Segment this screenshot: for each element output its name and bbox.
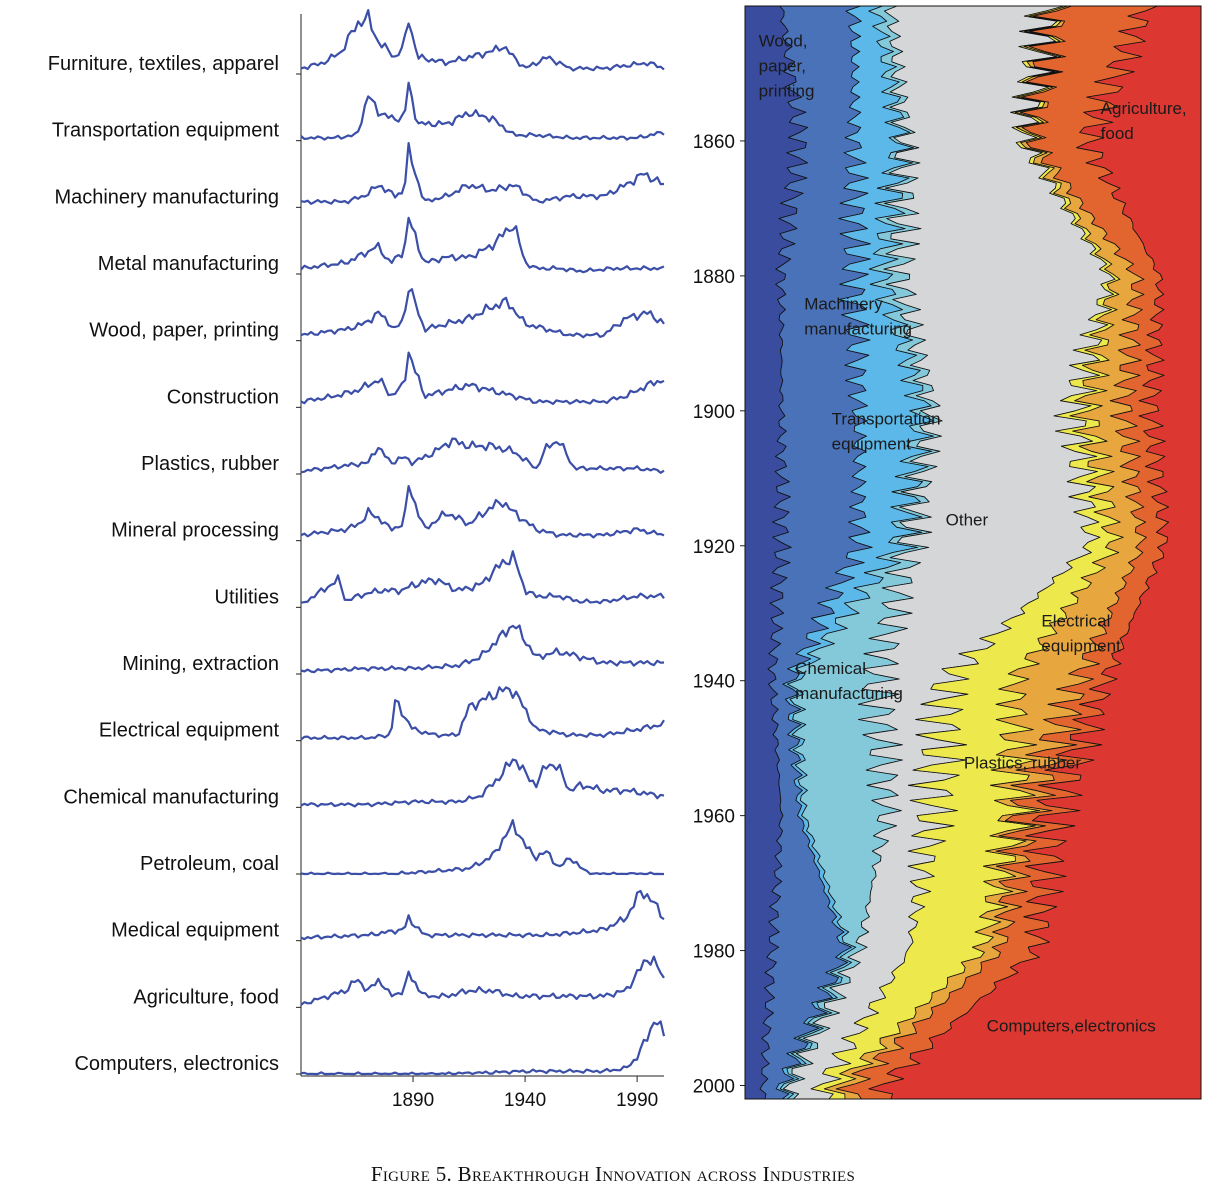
series-label-transportation-equipment: Transportation equipment [52,120,280,142]
series-line-plastics-rubber [300,437,665,474]
y-tick-label-1960: 1960 [693,807,735,828]
y-tick-label-1880: 1880 [693,267,735,288]
annotation-line: Machinery [804,295,883,314]
series-line-mining-extraction [300,624,665,674]
y-tick-label-1900: 1900 [693,402,735,423]
annotation-line: manufacturing [804,320,912,339]
series-line-mineral-processing [300,485,665,539]
annotation-line: equipment [832,434,912,453]
y-tick-label-1920: 1920 [693,537,735,558]
annotation-electrical-equipment: Electrical equipment [1041,612,1121,656]
series-label-electrical-equipment: Electrical equipment [99,720,280,742]
x-tick-label-1940: 1940 [504,1090,546,1111]
annotation-machinery-manufacturing: Machinery manufacturing [804,295,912,339]
series-line-furniture-textiles-apparel [300,9,665,72]
series-label-agriculture-food: Agriculture, food [133,986,279,1008]
series-line-computers-electronics [300,1020,666,1076]
stacked-area-chart: 1860 1880 1900 1920 1940 1960 1980 2000 Wood, pap… [693,5,1202,1100]
series-line-construction [300,351,665,405]
plot-frame [744,5,1202,1100]
y-tick-label-2000: 2000 [693,1077,735,1098]
series-line-electrical-equipment [300,686,665,741]
annotation-wood-paper-printing: Wood, paper, printing [759,31,815,100]
annotation-line: manufacturing [795,684,903,703]
series-label-plastics-rubber: Plastics, rubber [141,453,279,475]
y-tick-label-1860: 1860 [693,132,735,153]
y-tick-label-1980: 1980 [693,942,735,963]
annotation-agriculture-food: Agriculture, food [1101,99,1187,143]
series-label-medical-equipment: Medical equipment [111,920,279,942]
series-label-machinery-manufacturing: Machinery manufacturing [54,186,279,208]
annotation-computers-electronics: Computers,electronics [987,1017,1156,1036]
annotation-line: Wood, [759,31,808,50]
series-line-utilities [300,550,665,605]
series-label-chemical-manufacturing: Chemical manufacturing [63,786,279,808]
annotation-line: Plastics, rubber [964,753,1081,772]
annotation-line: Other [946,511,989,530]
annotation-line: Computers,electronics [987,1017,1156,1036]
ridgeline-chart: 1890 1940 1990 Furniture, textiles, apparel… [48,9,666,1111]
series-label-wood-paper-printing: Wood, paper, printing [89,320,279,342]
annotation-line: Chemical [795,659,866,678]
annotation-plastics-rubber: Plastics, rubber [964,753,1081,772]
series-label-metal-manufacturing: Metal manufacturing [98,253,279,275]
series-line-metal-manufacturing [300,216,665,274]
series-label-computers-electronics: Computers, electronics [74,1053,279,1075]
series-line-agriculture-food [300,955,665,1006]
annotation-other: Other [946,511,989,530]
series-line-transportation-equipment [300,81,665,141]
annotation-line: printing [759,81,815,100]
annotation-line: paper, [759,56,806,75]
series-label-mineral-processing: Mineral processing [111,520,279,542]
x-tick-label-1990: 1990 [616,1090,658,1111]
annotation-line: Transportation [832,409,941,428]
series-label-utilities: Utilities [215,586,279,608]
figure-caption: Figure 5. Breakthrough Innovation across… [370,1162,856,1186]
series-line-petroleum-coal [300,819,664,876]
x-tick-label-1890: 1890 [392,1090,434,1111]
annotation-line: Electrical [1041,612,1110,631]
series-line-chemical-manufacturing [300,758,665,808]
series-label-petroleum-coal: Petroleum, coal [140,853,279,875]
series-label-construction: Construction [167,386,279,408]
y-tick-label-1940: 1940 [693,672,735,693]
series-line-machinery-manufacturing [300,142,665,205]
annotation-line: Agriculture, [1101,99,1187,118]
annotation-line: food [1101,124,1134,143]
series-label-furniture-textiles-apparel: Furniture, textiles, apparel [48,53,279,75]
series-line-wood-paper-printing [300,288,665,339]
annotation-line: equipment [1041,637,1121,656]
series-label-mining-extraction: Mining, extraction [122,653,279,675]
series-line-medical-equipment [300,889,665,941]
annotation-chemical-manufacturing: Chemical manufacturing [795,659,903,703]
annotation-transportation-equipment: Transportation equipment [832,409,941,453]
